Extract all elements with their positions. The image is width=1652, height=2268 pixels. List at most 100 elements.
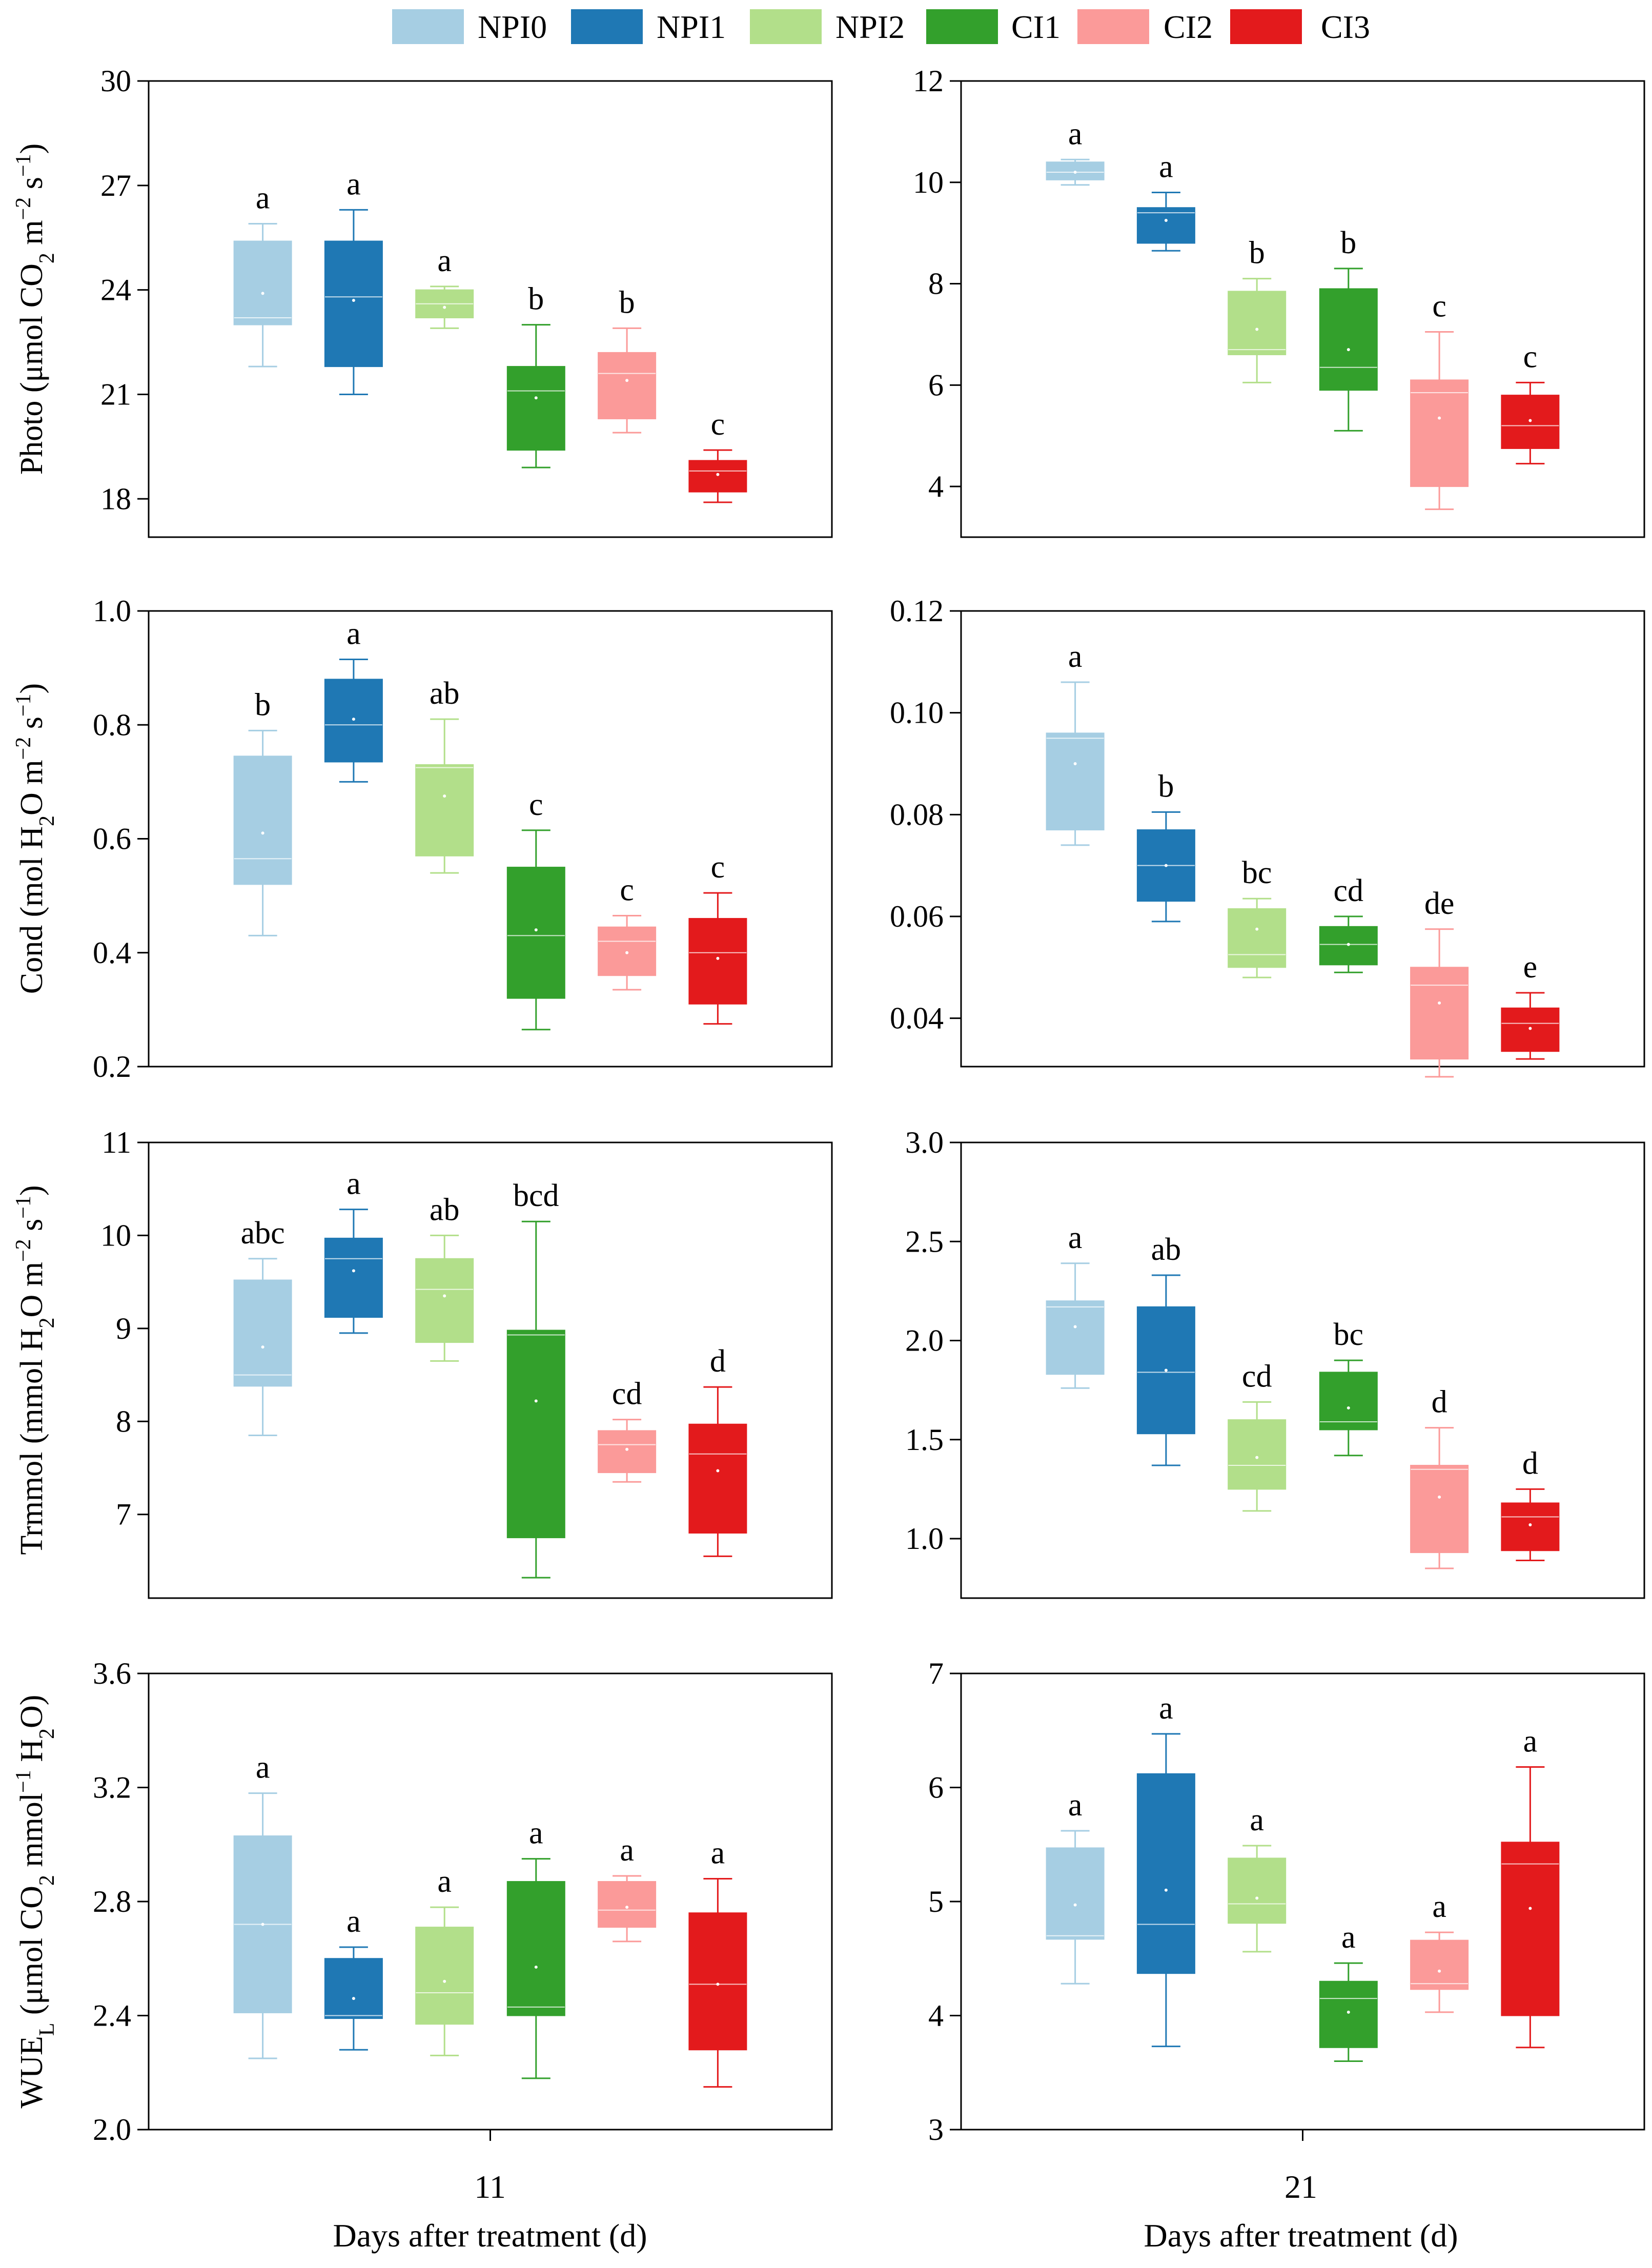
- x-tick-label-right: 21: [1284, 2169, 1317, 2205]
- box-iqr: [1136, 207, 1195, 244]
- legend-item-npi2[interactable]: NPI2: [750, 9, 905, 45]
- y-tick-label: 12: [913, 64, 944, 98]
- legend-label-npi1: NPI1: [657, 9, 726, 45]
- box-npi2: ab: [415, 676, 474, 874]
- legend-label-ci1: CI1: [1011, 9, 1060, 45]
- significance-letter: a: [1068, 1788, 1083, 1823]
- significance-letter: de: [1424, 886, 1455, 921]
- mean-marker: [352, 1997, 355, 2000]
- legend-item-ci1[interactable]: CI1: [926, 9, 1060, 45]
- panel-wue-11: 2.0 2.4 2.8 3.2 3.6 a a a a a a: [93, 1657, 833, 2147]
- mean-marker: [352, 718, 355, 721]
- box-npi1: a: [324, 616, 383, 783]
- mean-marker: [1073, 1325, 1077, 1329]
- mean-marker: [1438, 416, 1441, 420]
- significance-letter: a: [711, 1836, 725, 1871]
- y-tick-label: 2.0: [93, 2113, 131, 2147]
- significance-letter: a: [1068, 639, 1083, 674]
- box-iqr: [598, 1430, 657, 1474]
- box-npi0: a: [1046, 1788, 1105, 1985]
- y-tick-label: 3.2: [93, 1771, 131, 1805]
- significance-letter: a: [437, 243, 452, 278]
- box-npi2: a: [1228, 1803, 1287, 1953]
- y-tick-label: 0.06: [890, 900, 944, 933]
- significance-letter: a: [437, 1864, 452, 1899]
- significance-letter: b: [1340, 226, 1356, 260]
- mean-marker: [261, 831, 264, 835]
- significance-letter: a: [1068, 116, 1083, 151]
- box-iqr: [415, 1258, 474, 1343]
- y-tick-label: 8: [116, 1404, 131, 1438]
- y-tick-label: 2.4: [93, 1999, 131, 2033]
- box-ci3: a: [1501, 1724, 1560, 2049]
- y-axis-label-cond: Cond (mol H2O m−2 s−1): [12, 683, 59, 994]
- significance-letter: cd: [1334, 873, 1364, 908]
- legend-item-npi0[interactable]: NPI0: [392, 9, 547, 45]
- mean-marker: [534, 928, 538, 932]
- box-ci2: d: [1410, 1385, 1469, 1569]
- y-tick-label: 2.0: [905, 1324, 944, 1358]
- mean-marker: [352, 299, 355, 302]
- mean-marker: [1528, 1523, 1532, 1526]
- y-tick-label: 3: [928, 2113, 944, 2147]
- box-iqr: [1410, 1939, 1469, 1990]
- y-tick-label: 1.0: [93, 594, 131, 628]
- box-npi2: cd: [1228, 1359, 1287, 1512]
- legend-item-ci3[interactable]: CI3: [1230, 9, 1370, 45]
- box-ci3: c: [688, 407, 747, 503]
- box-iqr: [506, 1330, 565, 1539]
- mean-marker: [1347, 2010, 1350, 2014]
- box-ci1: cd: [1319, 873, 1378, 973]
- y-tick-label: 24: [100, 273, 131, 307]
- y-tick-label: 0.4: [93, 936, 131, 970]
- box-npi2: bc: [1228, 855, 1287, 978]
- significance-letter: a: [1159, 1691, 1173, 1726]
- legend-label-npi2: NPI2: [835, 9, 905, 45]
- y-tick-label: 10: [100, 1218, 131, 1252]
- significance-letter: b: [255, 687, 271, 722]
- box-ci3: a: [688, 1836, 747, 2088]
- significance-letter: ab: [1151, 1232, 1181, 1267]
- significance-letter: b: [619, 285, 635, 320]
- box-iqr: [688, 918, 747, 1005]
- mean-marker: [625, 951, 629, 954]
- box-iqr: [598, 1881, 657, 1928]
- significance-letter: a: [346, 616, 361, 651]
- box-npi0: b: [233, 687, 292, 936]
- mean-marker: [1438, 1969, 1441, 1973]
- box-npi1: b: [1136, 769, 1195, 923]
- box-iqr: [1501, 1842, 1560, 2016]
- box-npi2: a: [415, 243, 474, 329]
- y-tick-label: 10: [913, 166, 944, 199]
- significance-letter: a: [256, 181, 270, 216]
- y-tick-label: 8: [928, 267, 944, 301]
- legend-item-npi1[interactable]: NPI1: [571, 9, 726, 45]
- significance-letter: a: [1341, 1920, 1356, 1955]
- panel-trmmol-21: 1.0 1.5 2.0 2.5 3.0 a ab cd bc d d: [905, 1126, 1645, 1599]
- y-tick-label: 4: [928, 1999, 944, 2033]
- legend: NPI0 NPI1 NPI2 CI1 CI2 CI3: [392, 9, 1370, 45]
- significance-letter: abc: [241, 1216, 285, 1251]
- box-npi2: ab: [415, 1192, 474, 1362]
- box-iqr: [1319, 926, 1378, 966]
- box-iqr: [233, 1279, 292, 1387]
- box-iqr: [324, 240, 383, 367]
- box-iqr: [598, 352, 657, 420]
- y-tick-label: 30: [100, 64, 131, 98]
- y-tick-label: 6: [928, 1771, 944, 1805]
- significance-letter: e: [1523, 950, 1538, 985]
- y-tick-label: 0.04: [890, 1002, 944, 1035]
- plot-frame: [960, 80, 1645, 538]
- y-axis-label-photo: Photo (μmol CO2 m−2 s−1): [12, 144, 59, 475]
- box-npi0: a: [1046, 639, 1105, 846]
- significance-letter: c: [529, 787, 543, 822]
- legend-item-ci2[interactable]: CI2: [1077, 9, 1213, 45]
- box-iqr: [324, 1237, 383, 1318]
- box-ci3: c: [1501, 339, 1560, 465]
- mean-marker: [1347, 943, 1350, 946]
- mean-marker: [625, 379, 629, 382]
- mean-marker: [534, 1965, 538, 1969]
- legend-swatch-ci3: [1230, 9, 1302, 44]
- box-iqr: [506, 366, 565, 451]
